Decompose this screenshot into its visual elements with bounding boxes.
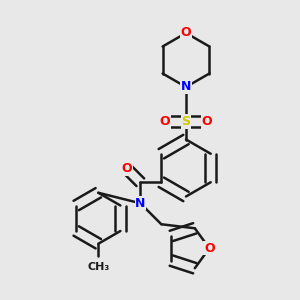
Text: S: S bbox=[182, 115, 190, 128]
Text: O: O bbox=[160, 115, 170, 128]
Text: N: N bbox=[181, 80, 191, 94]
Text: O: O bbox=[181, 26, 191, 40]
Text: CH₃: CH₃ bbox=[87, 262, 110, 272]
Text: O: O bbox=[122, 162, 132, 175]
Text: O: O bbox=[204, 242, 214, 255]
Text: O: O bbox=[202, 115, 212, 128]
Text: N: N bbox=[135, 197, 146, 210]
